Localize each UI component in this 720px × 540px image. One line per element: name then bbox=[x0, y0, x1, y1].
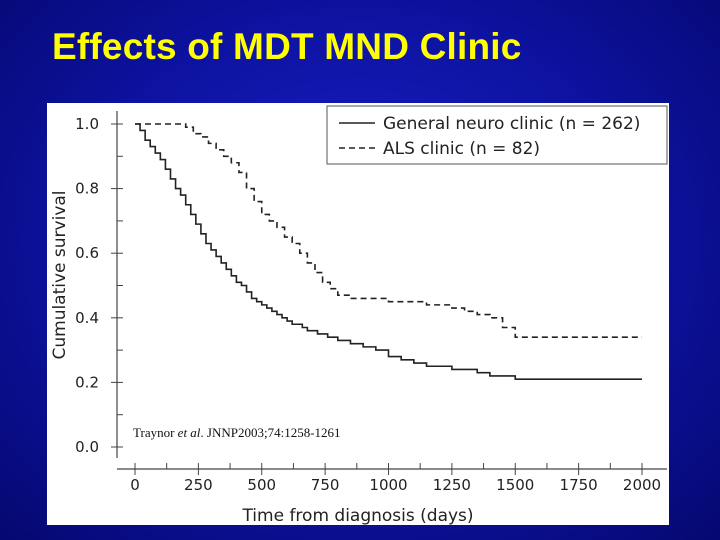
chart-panel: 0.0 0.2 0.4 0.6 0.8 1.0 0 250 500 750 1000 1250 1500… bbox=[47, 103, 669, 525]
x-tick-label: 2000 bbox=[623, 476, 661, 494]
x-tick-label: 750 bbox=[311, 476, 340, 494]
axes bbox=[116, 111, 667, 470]
series-lines bbox=[135, 123, 642, 380]
x-tick-label: 1750 bbox=[560, 476, 598, 494]
citation-journal: . JNNP2003;74:1258-1261 bbox=[200, 425, 340, 440]
x-tick-label: 1500 bbox=[496, 476, 534, 494]
y-axis-label: Cumulative survival bbox=[50, 190, 70, 359]
x-tick-label: 250 bbox=[184, 476, 213, 494]
y-tick-label: 0.0 bbox=[75, 438, 99, 456]
x-axis-label: Time from diagnosis (days) bbox=[241, 506, 473, 525]
y-tick-label: 0.4 bbox=[75, 309, 99, 327]
legend-label-2: ALS clinic (n = 82) bbox=[383, 139, 540, 159]
y-tick-label: 0.8 bbox=[75, 180, 99, 198]
x-tick-label: 1000 bbox=[369, 476, 407, 494]
survival-chart: 0.0 0.2 0.4 0.6 0.8 1.0 0 250 500 750 1000 1250 1500… bbox=[50, 105, 668, 525]
legend-label-1: General neuro clinic (n = 262) bbox=[383, 114, 640, 134]
citation: Traynor et al. JNNP2003;74:1258-1261 bbox=[133, 425, 341, 440]
citation-et-al: et al bbox=[178, 425, 201, 440]
slide-title: Effects of MDT MND Clinic bbox=[52, 26, 522, 67]
series-line-1 bbox=[135, 123, 642, 380]
legend: General neuro clinic (n = 262) ALS clinic… bbox=[326, 105, 668, 165]
citation-authors: Traynor bbox=[133, 425, 178, 440]
series-line-2 bbox=[135, 123, 642, 338]
y-tick-label: 0.6 bbox=[75, 244, 99, 262]
y-tick-label: 1.0 bbox=[75, 115, 99, 133]
x-tick-label: 0 bbox=[130, 476, 140, 494]
x-tick-label: 1250 bbox=[433, 476, 471, 494]
legend-box bbox=[326, 105, 668, 165]
ticks: 0.0 0.2 0.4 0.6 0.8 1.0 0 250 500 750 1000 1250 1500… bbox=[75, 115, 661, 494]
y-tick-label: 0.2 bbox=[75, 373, 99, 391]
x-tick-label: 500 bbox=[247, 476, 276, 494]
